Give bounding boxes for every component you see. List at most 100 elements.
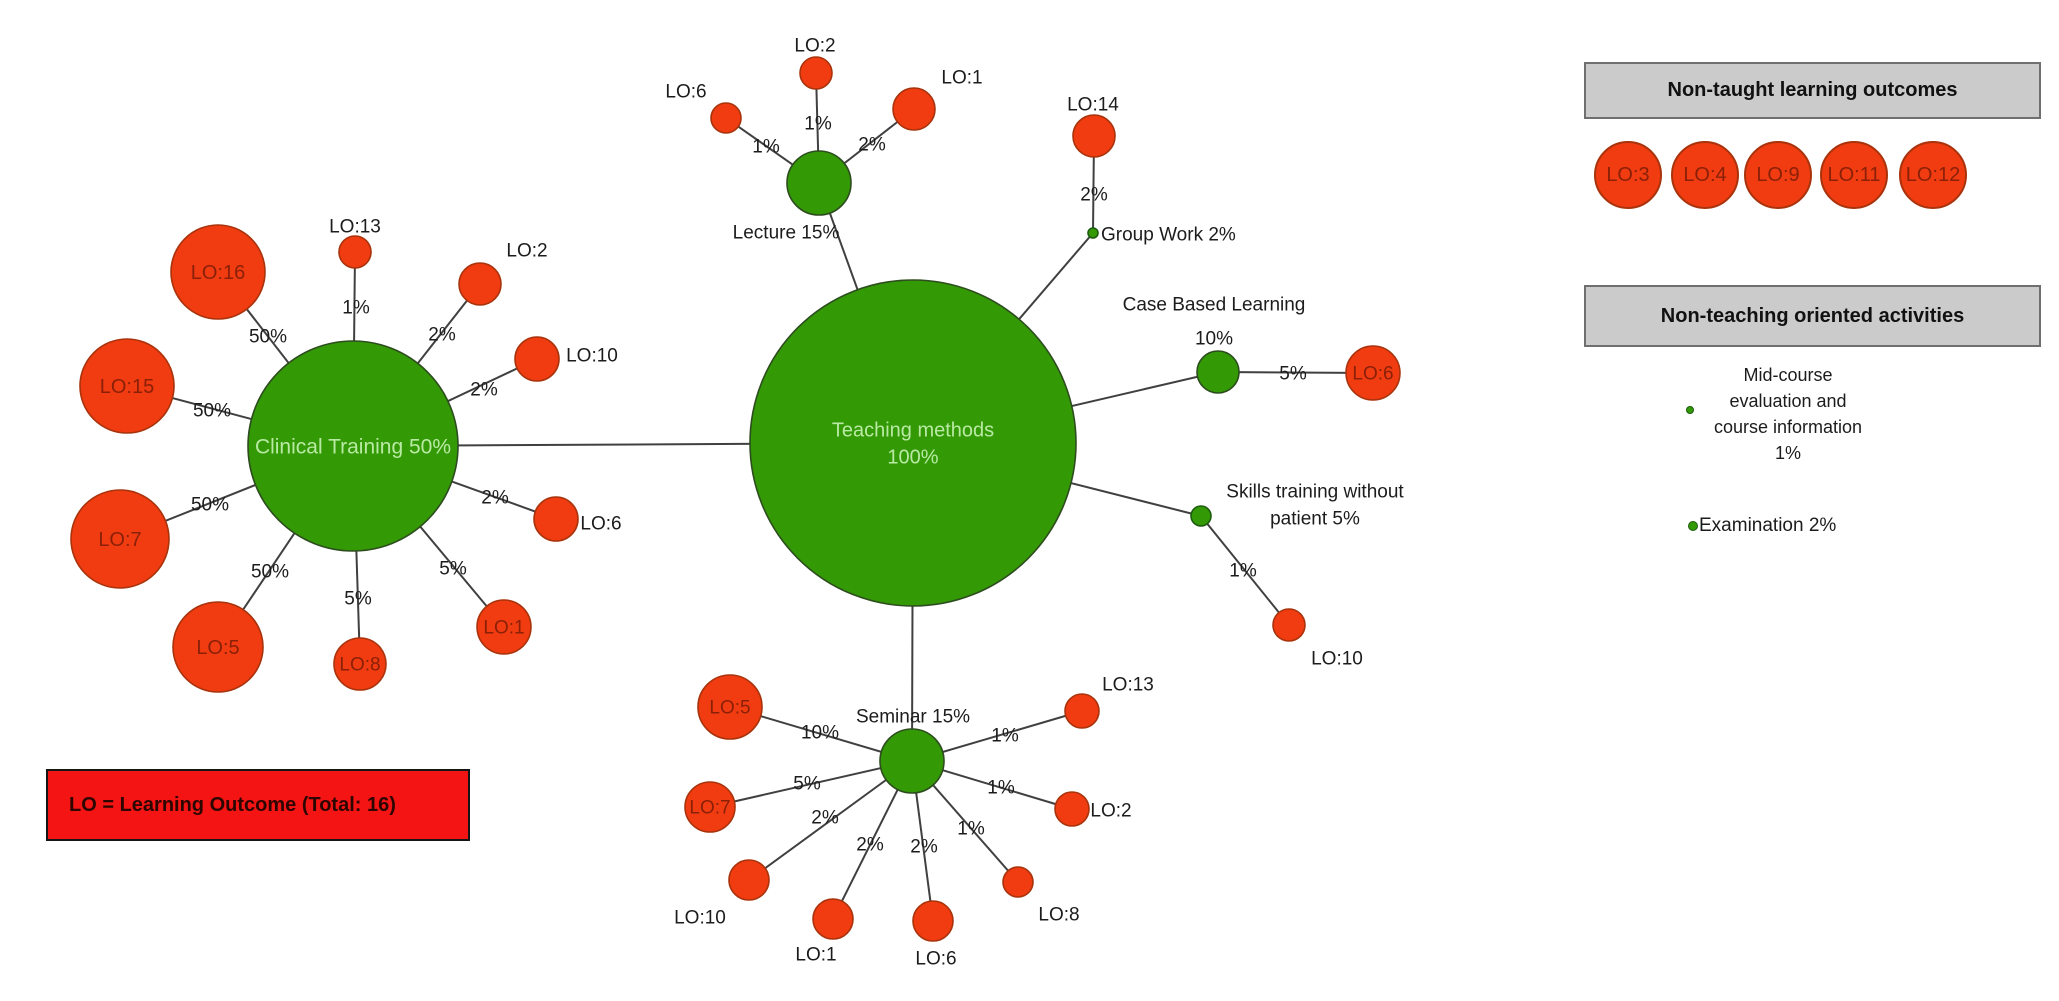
node-ct-lo7-label: LO:7 (98, 529, 141, 551)
edge-label-clinical-ct-lo16: 50% (249, 327, 287, 348)
non-teaching-legend-title: Non-teaching oriented activities (1660, 304, 1965, 327)
node-sem-lo2-label: LO:2 (1090, 801, 1131, 822)
node-ct-lo13-label: LO:13 (329, 217, 381, 238)
node-sk-lo10-circle (1272, 608, 1306, 642)
node-lecture-label: Lecture 15% (733, 223, 840, 244)
node-ct-lo15-circle (79, 338, 175, 434)
non-taught-lo4-label: LO:4 (1683, 163, 1727, 186)
node-sem-lo10-circle (728, 859, 770, 901)
edge-label-cbl-cbl-lo6: 5% (1279, 364, 1307, 385)
node-lec-lo6-circle (710, 102, 742, 134)
node-ct-lo13-circle (338, 235, 372, 269)
edge-label-seminar-sem-lo6: 2% (910, 837, 938, 858)
edge-seminar-sem-lo7 (709, 760, 913, 808)
node-clinical-label: Clinical Training 50% (255, 435, 451, 458)
edge-seminar-sem-lo10 (748, 760, 913, 881)
node-sem-lo7-circle (684, 781, 736, 833)
edge-label-clinical-ct-lo13: 1% (342, 298, 370, 319)
node-cbl-label: Case Based Learning (1123, 295, 1306, 316)
lo-note-text: LO = Learning Outcome (Total: 16) (69, 793, 396, 816)
node-gw-lo14-label: LO:14 (1067, 95, 1119, 116)
lo-note-box: LO = Learning Outcome (Total: 16) (46, 769, 470, 841)
node-sem-lo1-label: LO:1 (795, 945, 836, 966)
node-ct-lo6-label: LO:6 (580, 514, 621, 535)
edge-label-clinical-ct-lo7: 50% (191, 495, 229, 516)
examination-dot (1688, 521, 1698, 531)
edge-label-seminar-sem-lo10: 2% (811, 808, 839, 829)
node-ct-lo16-label: LO:16 (191, 262, 245, 284)
node-sem-lo5-circle (697, 674, 763, 740)
node-sem-lo5-label: LO:5 (709, 698, 750, 719)
node-ct-lo1-label: LO:1 (483, 618, 524, 639)
midcourse-dot (1686, 406, 1694, 414)
node-ct-lo8-label: LO:8 (339, 655, 380, 676)
non-taught-lo3-circle: LO:3 (1594, 141, 1662, 209)
edge-label-groupwork-gw-lo14: 2% (1080, 185, 1108, 206)
node-skills-label: patient 5% (1270, 509, 1360, 530)
edge-label-clinical-ct-lo6: 2% (481, 488, 509, 509)
node-hub-circle (749, 279, 1077, 607)
node-skills-label: Skills training without (1226, 482, 1404, 503)
edge-label-seminar-sem-lo2: 1% (987, 778, 1015, 799)
non-taught-legend-header: Non-taught learning outcomes (1584, 62, 2041, 119)
node-cbl-label: 10% (1195, 329, 1233, 350)
edge-label-lecture-lec-lo1: 2% (858, 135, 886, 156)
node-ct-lo5-circle (172, 601, 264, 693)
node-ct-lo7-circle (70, 489, 170, 589)
examination-item: Examination 2% (1699, 515, 1837, 536)
edge-label-skills-sk-lo10: 1% (1229, 561, 1257, 582)
node-lecture-circle (786, 150, 852, 216)
node-ct-lo10-circle (514, 336, 560, 382)
node-gw-lo14-circle (1072, 114, 1116, 158)
node-ct-lo15-label: LO:15 (100, 376, 154, 398)
node-sem-lo7-label: LO:7 (689, 798, 730, 819)
edge-label-clinical-ct-lo15: 50% (193, 401, 231, 422)
node-cbl-lo6-label: LO:6 (1352, 364, 1393, 385)
node-lec-lo1-label: LO:1 (941, 68, 982, 89)
midcourse-line-3: course information (1713, 417, 1863, 437)
node-sem-lo8-circle (1002, 866, 1034, 898)
node-seminar-circle (879, 728, 945, 794)
node-sem-lo6-circle (912, 900, 954, 942)
non-taught-lo11-label: LO:11 (1827, 163, 1881, 186)
midcourse-line-4: 1% (1774, 443, 1801, 463)
node-ct-lo1-circle (476, 599, 532, 655)
edge-label-clinical-ct-lo5: 50% (251, 562, 289, 583)
node-sem-lo13-circle (1064, 693, 1100, 729)
node-cbl-lo6-circle (1345, 345, 1401, 401)
edge-label-seminar-sem-lo13: 1% (991, 726, 1019, 747)
edge-label-seminar-sem-lo7: 5% (793, 774, 821, 795)
node-groupwork-circle (1087, 227, 1099, 239)
node-hub-label: Teaching methods (832, 420, 994, 442)
non-taught-lo11-circle: LO:11 (1820, 141, 1888, 209)
non-taught-lo3-label: LO:3 (1606, 163, 1650, 186)
node-ct-lo10-label: LO:10 (566, 346, 618, 367)
edge-label-clinical-ct-lo10: 2% (470, 380, 498, 401)
edge-label-lecture-lec-lo2: 1% (804, 114, 832, 135)
node-sem-lo13-label: LO:13 (1102, 675, 1154, 696)
node-lec-lo2-circle (799, 56, 833, 90)
node-sem-lo8-label: LO:8 (1038, 905, 1079, 926)
non-taught-lo9-circle: LO:9 (1744, 141, 1812, 209)
node-ct-lo2-circle (458, 262, 502, 306)
non-taught-lo4-circle: LO:4 (1671, 141, 1739, 209)
node-seminar-label: Seminar 15% (856, 707, 970, 728)
node-ct-lo6-circle (533, 496, 579, 542)
node-clinical-circle (247, 340, 459, 552)
node-sem-lo6-label: LO:6 (915, 949, 956, 970)
edge-label-seminar-sem-lo8: 1% (957, 819, 985, 840)
midcourse-line-2: evaluation and (1729, 391, 1847, 411)
node-ct-lo2-label: LO:2 (506, 241, 547, 262)
edge-label-clinical-ct-lo1: 5% (439, 559, 467, 580)
edge-label-seminar-sem-lo5: 10% (801, 723, 839, 744)
edge-label-clinical-ct-lo8: 5% (344, 589, 372, 610)
node-groupwork-label: Group Work 2% (1101, 225, 1236, 246)
node-sk-lo10-label: LO:10 (1311, 649, 1363, 670)
non-teaching-legend-header: Non-teaching oriented activities (1584, 285, 2041, 347)
edge-skills-sk-lo10 (1200, 515, 1290, 626)
node-lec-lo1-circle (892, 87, 936, 131)
edge-label-lecture-lec-lo6: 1% (752, 137, 780, 158)
node-hub-label: 100% (887, 447, 938, 469)
node-sem-lo2-circle (1054, 791, 1090, 827)
